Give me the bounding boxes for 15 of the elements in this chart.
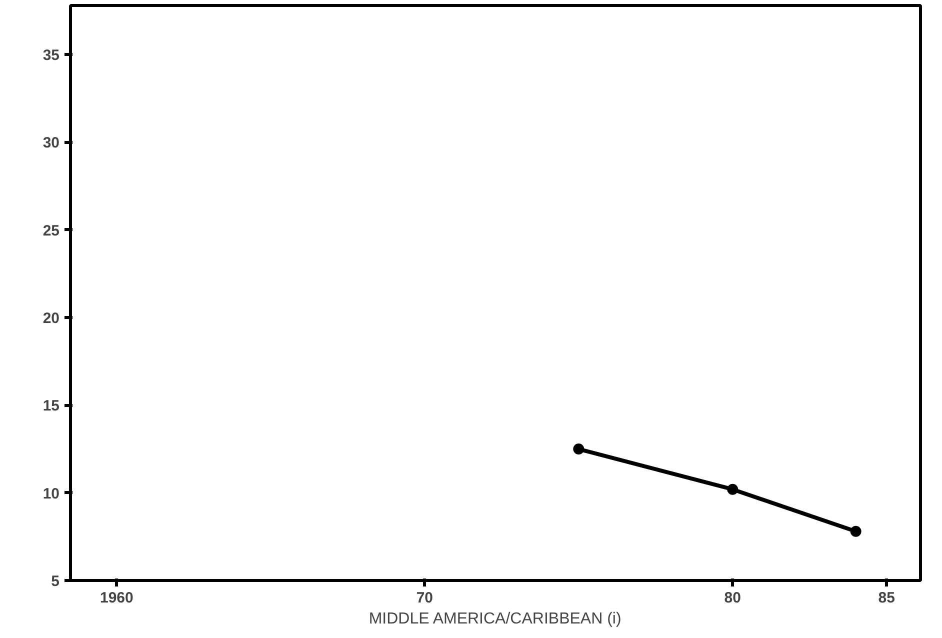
y-tick-label: 5 — [51, 573, 60, 590]
y-tick-label: 20 — [42, 310, 60, 328]
point — [727, 484, 738, 495]
x-tick-label: 85 — [878, 590, 895, 606]
y-tick-label: 25 — [42, 222, 60, 240]
y-tick-label: 15 — [42, 398, 60, 415]
x-tick-label: 70 — [416, 590, 434, 606]
x-tick-label: 80 — [724, 590, 741, 606]
point — [573, 444, 584, 455]
y-tick-label: 10 — [42, 485, 60, 502]
x-axis-title: MIDDLE AMERICA/CARIBBEAN (i) — [368, 610, 622, 628]
y-tick-label: 35 — [42, 47, 60, 64]
x-tick-label: 1960 — [100, 590, 134, 606]
point — [850, 526, 862, 537]
y-tick-label: 30 — [42, 134, 60, 152]
